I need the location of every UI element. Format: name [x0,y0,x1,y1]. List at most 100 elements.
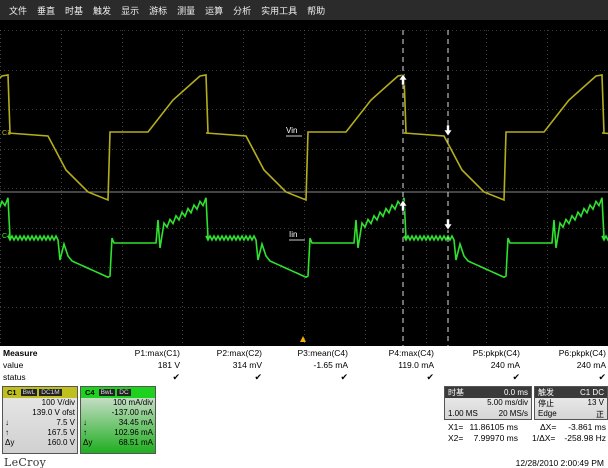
c1-cursor-high-value: 167.5 V [47,428,75,437]
trigger-level: 13 V [587,398,604,407]
param-p1-name[interactable]: P1:max(C1) [134,348,180,358]
menu-help[interactable]: 帮助 [307,5,326,16]
cursor-x2-c4-down-arrow-icon[interactable] [443,218,453,231]
status-p4-check-icon: ✔ [426,372,434,382]
trigger-position-marker-icon[interactable] [300,336,306,342]
timebase-rate: 20 MS/s [498,409,528,418]
graticule [0,30,608,346]
trigger-type: Edge [538,409,557,418]
trigger-type-row: Edge 正 [535,409,607,420]
cursor-x1-up-arrow-icon[interactable] [398,73,408,86]
c4-cursor-low-symbol: ↓ [83,418,87,427]
measure-header-row: Measure P1:max(C1) P2:max(C2) P3:mean(C4… [0,348,608,360]
cursor-x2-down-arrow-icon[interactable] [443,124,453,137]
param-p2-name[interactable]: P2:max(C2) [216,348,262,358]
cursor-dx-value: -3.861 ms [568,422,606,432]
param-p6-name[interactable]: P6:pkpk(C4) [558,348,606,358]
trigger-box[interactable]: 触发 C1 DC 停止 13 V Edge 正 [534,386,608,420]
c1-cursor-low-value: 7.5 V [56,418,75,427]
measure-value-row: value 181 V 314 mV -1.65 mA 119.0 mA 240… [0,360,608,372]
trigger-channel: C1 DC [579,388,604,397]
c4-marker-label: C4 [2,233,11,240]
measure-status-row: status ✔ ✔ ✔ ✔ ✔ ✔ [0,372,608,384]
menu-cursors[interactable]: 游标 [149,5,168,16]
c4-offset: -137.00 mA [111,408,153,417]
param-p5-value: 240 mA [490,360,520,370]
param-p3-name[interactable]: P3:mean(C4) [297,348,348,358]
c1-bwl-chip: BwL [20,389,38,396]
param-p2-value: 314 mV [232,360,262,370]
measure-panel: Measure P1:max(C1) P2:max(C2) P3:mean(C4… [0,346,608,386]
cursor-x1-value: 11.86105 ms [469,422,518,432]
param-p5-name[interactable]: P5:pkpk(C4) [472,348,520,358]
cursor-x2-value: 7.99970 ms [473,433,518,443]
menu-measure[interactable]: 测量 [177,5,196,16]
c1-offset: 139.0 V ofst [32,408,75,417]
c4-descriptor-box[interactable]: C4 BwL DC 100 mA/div -137.00 mA ↓ 34.45 m… [80,386,156,454]
menu-display[interactable]: 显示 [121,5,140,16]
c4-trace [0,197,608,279]
c4-coupling-chip: DC [117,389,131,396]
waveform-display[interactable]: C1 C4 Vin Iin [0,20,608,346]
c4-cursor-high-symbol: ↑ [83,428,87,437]
status-p3-check-icon: ✔ [340,372,348,382]
timebase-position: 0.0 ms [503,388,528,397]
c1-cursor-low: ↓ 7.5 V [3,418,77,428]
c1-tag: C1 [7,388,17,397]
status-p2-check-icon: ✔ [254,372,262,382]
cursor-x1-c4-up-arrow-icon[interactable] [398,199,408,212]
trigger-slope: 正 [596,410,604,419]
param-p4-name[interactable]: P4:max(C4) [388,348,434,358]
c4-tag: C4 [85,388,95,397]
cursor-x2-label: X2= [448,433,464,443]
menu-utilities[interactable]: 实用工具 [261,5,298,16]
timebase-samples-row: 1.00 MS 20 MS/s [445,409,531,420]
c1-vdiv: 100 V/div [41,398,75,407]
c1-cursor-delta-symbol: Δy [5,438,15,447]
param-p4-value: 119.0 mA [398,360,434,370]
c4-cursor-delta: Δy 68.51 mA [81,438,155,448]
c1-descriptor-box[interactable]: C1 BwL DC1M 100 V/div 139.0 V ofst ↓ 7.5 … [2,386,78,454]
c4-cursor-delta-value: 68.51 mA [118,438,153,447]
iin-label: Iin [289,230,297,239]
value-row-label: value [3,360,24,370]
c4-vdiv: 100 mA/div [112,398,153,407]
cursor-inv-dx-label: 1/ΔX= [532,433,556,443]
trigger-mode: 停止 [538,399,554,408]
timebase-tdiv-row: 5.00 ms/div [445,398,531,409]
trigger-header: 触发 C1 DC [535,387,607,398]
menu-file[interactable]: 文件 [9,5,28,16]
c1-trace [0,74,608,202]
waveform-svg: C1 C4 Vin Iin [0,30,608,346]
timebase-box[interactable]: 时基 0.0 ms 5.00 ms/div 1.00 MS 20 MS/s [444,386,532,420]
menu-timebase[interactable]: 时基 [65,5,84,16]
c4-cursor-high-value: 102.96 mA [114,428,153,437]
timebase-header: 时基 0.0 ms [445,387,531,398]
vin-label: Vin [286,126,297,135]
cursor-row-1: X1= 11.86105 ms ΔX= -3.861 ms [444,422,608,433]
cursor-readout: X1= 11.86105 ms ΔX= -3.861 ms X2= 7.9997… [444,422,608,446]
c1-cursor-high: ↑ 167.5 V [3,428,77,438]
lecroy-logo: LeCroy [4,456,47,468]
timebase-title: 时基 [448,388,464,397]
c4-descriptor-header: C4 BwL DC [81,387,155,398]
param-p1-value: 181 V [157,360,180,370]
c1-descriptor-header: C1 BwL DC1M [3,387,77,398]
status-p6-check-icon: ✔ [598,372,606,382]
menu-bar: 文件 垂直 时基 触发 显示 游标 测量 运算 分析 实用工具 帮助 [0,0,608,20]
c4-cursor-delta-symbol: Δy [83,438,93,447]
cursor-row-2: X2= 7.99970 ms 1/ΔX= -258.98 Hz [444,433,608,444]
cursor-inv-dx-value: -258.98 Hz [564,433,606,443]
c1-marker-label: C1 [2,130,11,137]
menu-trigger[interactable]: 触发 [93,5,112,16]
cursor-dx-label: ΔX= [540,422,557,432]
trigger-mode-row: 停止 13 V [535,398,607,409]
menu-math[interactable]: 运算 [205,5,224,16]
datetime-stamp: 12/28/2010 2:00:49 PM [515,458,604,468]
timebase-samples: 1.00 MS [448,409,478,418]
menu-analysis[interactable]: 分析 [233,5,252,16]
param-p3-value: -1.65 mA [313,360,349,370]
timebase-tdiv: 5.00 ms/div [487,398,528,407]
menu-vertical[interactable]: 垂直 [37,5,56,16]
param-p6-value: 240 mA [576,360,606,370]
